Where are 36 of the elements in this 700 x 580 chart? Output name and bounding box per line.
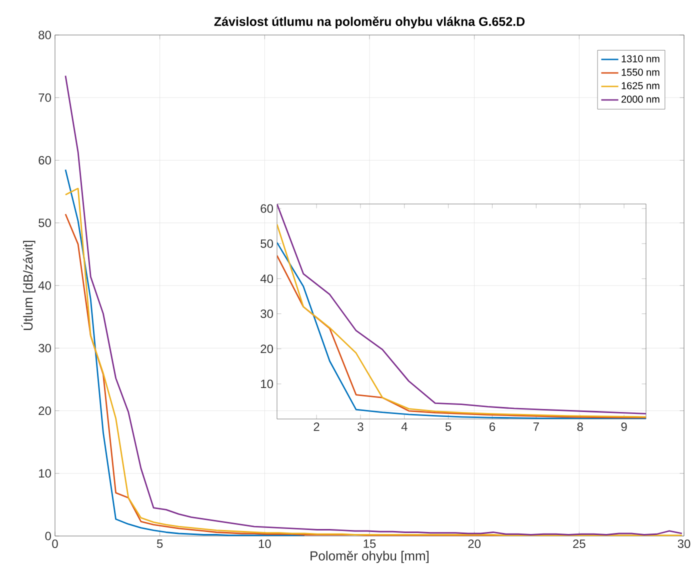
x-tick-label: 15 bbox=[364, 540, 376, 548]
y-tick-label: 30 bbox=[38, 344, 51, 352]
y-tick-label: 10 bbox=[39, 469, 51, 478]
x-tick-label: 3 bbox=[358, 422, 364, 432]
x-tick-label: 6 bbox=[490, 422, 496, 432]
x-tick-label: 2 bbox=[314, 422, 320, 431]
y-tick-label: 10 bbox=[261, 380, 274, 388]
x-tick-label: 0 bbox=[52, 540, 58, 548]
y-tick-label: 40 bbox=[38, 281, 51, 290]
y-tick-label: 80 bbox=[38, 30, 51, 40]
x-tick-label: 25 bbox=[573, 540, 586, 548]
legend-label: 1550 nm bbox=[622, 68, 660, 76]
y-tick-label: 40 bbox=[260, 274, 274, 283]
x-tick-label: 9 bbox=[621, 422, 627, 432]
x-tick-label: 30 bbox=[678, 540, 690, 548]
legend-label: 2000 nm bbox=[622, 96, 660, 103]
y-tick-label: 0 bbox=[45, 532, 52, 540]
x-tick-label: 20 bbox=[468, 540, 481, 548]
y-tick-label: 50 bbox=[260, 239, 274, 248]
y-tick-label: 50 bbox=[38, 218, 51, 228]
y-tick-label: 20 bbox=[38, 406, 51, 415]
y-tick-label: 60 bbox=[38, 156, 51, 164]
y-tick-label: 70 bbox=[38, 93, 51, 102]
x-tick-label: 5 bbox=[156, 540, 163, 548]
x-tick-label: 4 bbox=[401, 422, 408, 431]
x-tick-label: 7 bbox=[533, 422, 539, 431]
legend-label: 1310 nm bbox=[622, 55, 660, 62]
y-tick-label: 60 bbox=[260, 204, 274, 213]
y-axis-title: Útlum [dB/závit] bbox=[21, 240, 36, 330]
chart-title: Závislost útlumu na poloměru ohybu vlákna G.652.D bbox=[214, 16, 525, 28]
x-tick-label: 8 bbox=[577, 422, 583, 432]
x-axis-title: Poloměr ohybu [mm] bbox=[310, 550, 429, 564]
y-tick-label: 30 bbox=[260, 310, 274, 318]
legend-label: 1625 nm bbox=[622, 82, 660, 90]
x-tick-label: 5 bbox=[445, 422, 452, 431]
y-tick-label: 20 bbox=[260, 344, 274, 354]
